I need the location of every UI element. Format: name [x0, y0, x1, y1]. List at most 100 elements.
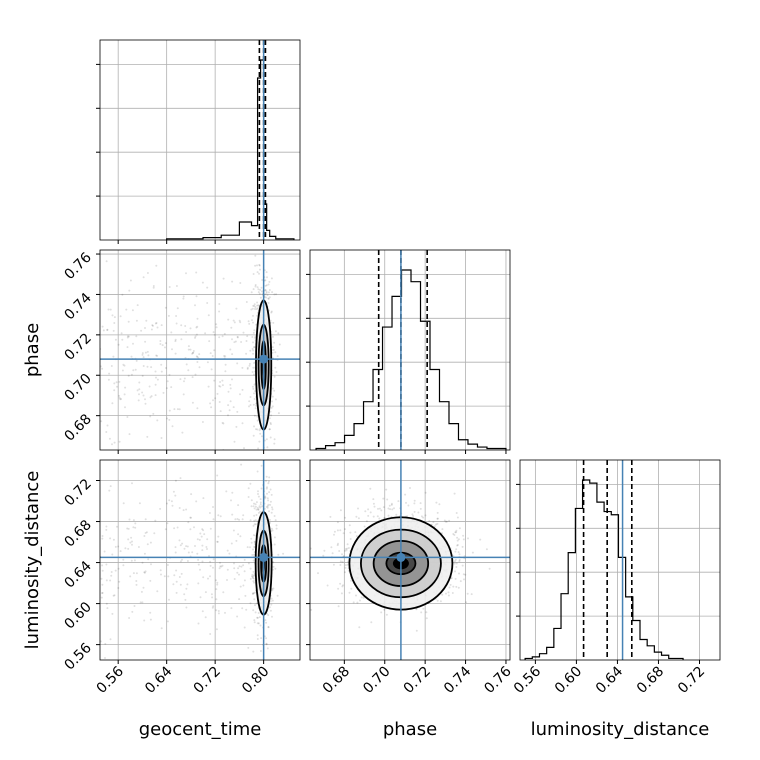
scatter-point — [156, 354, 159, 357]
scatter-point — [150, 328, 153, 331]
scatter-point — [130, 536, 133, 539]
scatter-point — [111, 612, 114, 615]
scatter-point — [382, 497, 385, 500]
x-tick-label: 0.72 — [675, 664, 708, 697]
scatter-point — [436, 522, 439, 525]
scatter-point — [199, 568, 201, 571]
scatter-point — [357, 517, 360, 520]
scatter-point — [253, 598, 256, 601]
scatter-point — [210, 368, 213, 371]
scatter-point — [337, 542, 339, 545]
scatter-point — [212, 566, 214, 569]
scatter-point — [256, 264, 258, 267]
scatter-point — [126, 335, 129, 338]
y-tick-label: 0.68 — [61, 517, 94, 550]
scatter-point — [253, 303, 256, 306]
scatter-point — [253, 621, 256, 624]
scatter-point — [248, 362, 251, 365]
scatter-point — [271, 599, 274, 602]
scatter-point — [219, 515, 222, 518]
scatter-point — [202, 497, 205, 500]
scatter-point — [200, 535, 203, 538]
scatter-point — [420, 515, 423, 518]
scatter-point — [114, 545, 117, 548]
scatter-point — [265, 487, 268, 490]
scatter-point — [241, 366, 244, 369]
scatter-point — [395, 513, 398, 516]
scatter-point — [462, 534, 465, 537]
scatter-point — [168, 409, 171, 412]
scatter-point — [101, 583, 104, 586]
scatter-point — [220, 565, 223, 568]
scatter-point — [189, 348, 192, 351]
scatter-point — [101, 367, 104, 370]
scatter-point — [253, 425, 255, 428]
scatter-point — [364, 510, 367, 513]
scatter-point — [146, 435, 149, 438]
scatter-point — [354, 531, 357, 534]
scatter-point — [218, 336, 221, 339]
scatter-point — [239, 585, 242, 588]
scatter-point — [134, 526, 137, 529]
scatter-point — [231, 353, 234, 356]
scatter-point — [272, 565, 275, 568]
scatter-point — [185, 331, 188, 333]
scatter-point — [249, 396, 252, 398]
scatter-point — [344, 528, 346, 531]
scatter-point — [263, 439, 266, 442]
scatter-point — [143, 571, 146, 574]
scatter-point — [259, 503, 262, 506]
scatter-point — [256, 314, 259, 317]
scatter-point — [278, 343, 281, 346]
scatter-point — [217, 514, 220, 517]
y-tick-label: 0.64 — [61, 558, 94, 591]
scatter-point — [271, 615, 273, 618]
scatter-point — [144, 570, 147, 573]
x-tick-label: 0.70 — [360, 664, 393, 697]
scatter-point — [191, 352, 194, 355]
scatter-point — [170, 386, 173, 389]
scatter-point — [270, 277, 273, 280]
scatter-point — [209, 575, 211, 578]
scatter-point — [196, 407, 199, 410]
scatter-point — [282, 552, 285, 555]
scatter-point — [215, 588, 218, 591]
scatter-point — [461, 545, 464, 548]
scatter-point — [144, 398, 146, 401]
scatter-point — [254, 306, 257, 309]
scatter-point — [271, 506, 273, 509]
scatter-point — [252, 559, 255, 562]
scatter-point — [244, 594, 247, 597]
scatter-point — [229, 383, 232, 386]
scatter-point — [275, 527, 278, 530]
scatter-point — [136, 304, 139, 307]
scatter-point — [156, 378, 159, 381]
scatter-point — [255, 308, 258, 311]
scatter-point — [190, 516, 192, 519]
scatter-point — [461, 564, 464, 567]
scatter-point — [425, 611, 428, 614]
scatter-point — [202, 529, 205, 532]
scatter-point — [202, 576, 205, 579]
scatter-point — [132, 572, 135, 575]
scatter-point — [149, 579, 152, 582]
scatter-point — [113, 316, 116, 319]
scatter-point — [140, 329, 143, 332]
scatter-point — [275, 524, 278, 527]
scatter-point — [390, 503, 393, 506]
scatter-point — [265, 284, 268, 287]
scatter-point — [151, 324, 154, 327]
scatter-point — [146, 365, 149, 368]
scatter-point — [129, 541, 132, 544]
scatter-point — [204, 332, 207, 335]
scatter-point — [251, 554, 254, 556]
scatter-point — [457, 586, 460, 589]
scatter-point — [252, 434, 255, 437]
scatter-point — [137, 399, 140, 402]
scatter-point — [131, 482, 133, 485]
scatter-point — [130, 355, 133, 358]
scatter-point — [210, 406, 213, 409]
scatter-point — [236, 615, 239, 618]
scatter-point — [435, 501, 438, 504]
scatter-point — [183, 593, 186, 596]
